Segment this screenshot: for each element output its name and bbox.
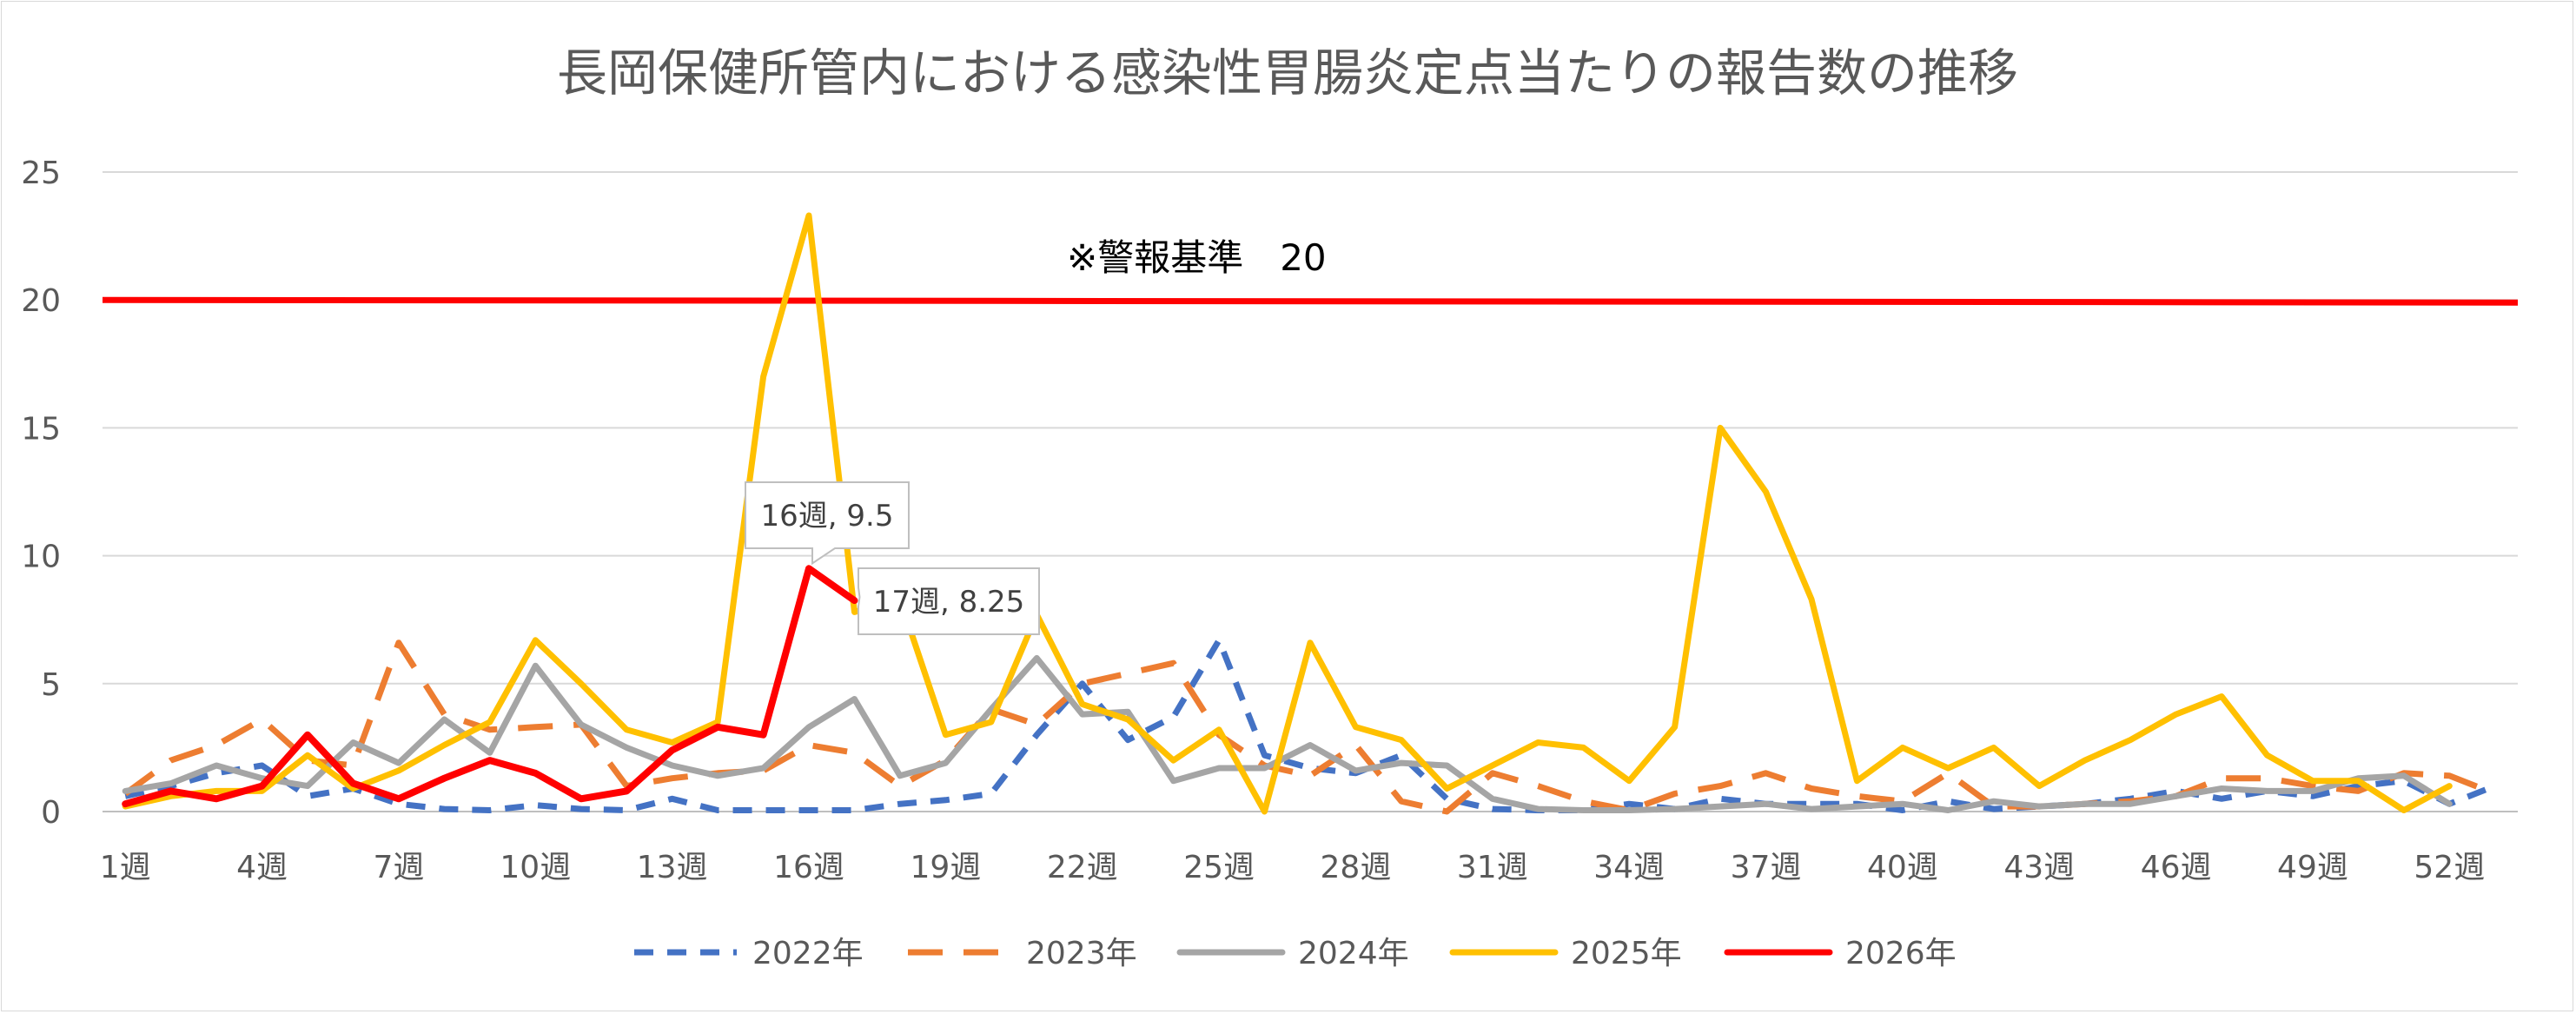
y-tick-label: 5 — [41, 667, 61, 703]
x-axis-ticks: 1週 4週 7週 10週 13週 16週 19週 22週 25週 28週 31週 34週 37週 40週 4… — [100, 850, 2485, 885]
x-tick-label: 7週 — [373, 850, 424, 885]
x-tick-label: 19週 — [910, 850, 981, 885]
callout-label: 17週, 8.25 — [873, 585, 1025, 620]
x-tick-label: 52週 — [2414, 850, 2485, 885]
legend-item-2026年: 2026年 — [1724, 936, 1957, 971]
x-tick-label: 49週 — [2277, 850, 2348, 885]
threshold-group: ※警報基準 20 — [102, 236, 2519, 306]
x-tick-label: 25週 — [1183, 850, 1255, 885]
x-tick-label: 28週 — [1321, 850, 1392, 885]
x-tick-label: 43週 — [2003, 850, 2075, 885]
x-tick-label: 37週 — [1731, 850, 1802, 885]
legend-label: 2022年 — [752, 936, 864, 971]
series-lines — [122, 212, 2497, 815]
y-tick-label: 0 — [41, 795, 61, 831]
legend-item-2024年: 2024年 — [1176, 936, 1409, 971]
x-tick-label: 13週 — [637, 850, 708, 885]
legend-label: 2025年 — [1571, 936, 1682, 971]
chart-title: 長岡保健所管内における感染性胃腸炎定点当たりの報告数の推移 — [557, 43, 2018, 103]
legend-item-2023年: 2023年 — [908, 936, 1137, 971]
callouts: 16週, 9.5 17週, 8.25 — [745, 481, 1040, 635]
threshold-label: ※警報基準 20 — [1067, 236, 1327, 279]
legend-label: 2026年 — [1845, 936, 1957, 971]
series-line-2023年 — [123, 640, 2497, 815]
x-tick-label: 10週 — [500, 850, 571, 885]
callout-box — [745, 481, 910, 566]
y-tick-label: 20 — [21, 283, 61, 319]
series-line-2024年 — [122, 654, 2453, 813]
x-tick-label: 46週 — [2141, 850, 2212, 885]
x-tick-label: 31週 — [1457, 850, 1528, 885]
legend-item-2025年: 2025年 — [1449, 936, 1682, 971]
x-tick-label: 16週 — [773, 850, 844, 885]
x-tick-label: 4週 — [236, 850, 288, 885]
series-line-2026年 — [122, 565, 858, 808]
x-tick-label: 22週 — [1047, 850, 1118, 885]
y-tick-label: 15 — [21, 411, 61, 447]
legend-item-2022年: 2022年 — [634, 936, 864, 971]
x-tick-label: 34週 — [1593, 850, 1665, 885]
threshold-line — [102, 296, 2519, 306]
y-axis-ticks: 0 5 10 15 20 25 — [21, 156, 61, 831]
x-tick-label: 40週 — [1867, 850, 1938, 885]
y-tick-label: 25 — [21, 156, 61, 191]
callout-1: 16週, 9.5 — [745, 481, 910, 566]
legend-label: 2024年 — [1298, 936, 1409, 971]
callout-box — [858, 567, 1040, 635]
x-tick-label: 1週 — [100, 850, 151, 885]
callout-label: 16週, 9.5 — [761, 499, 894, 534]
legend-label: 2023年 — [1026, 936, 1137, 971]
series-line-2025年 — [122, 212, 2453, 815]
y-tick-label: 10 — [21, 540, 61, 575]
callout-2: 17週, 8.25 — [858, 567, 1040, 635]
legend: 2022年 2023年 2024年 2025年 2026年 — [634, 936, 1957, 971]
